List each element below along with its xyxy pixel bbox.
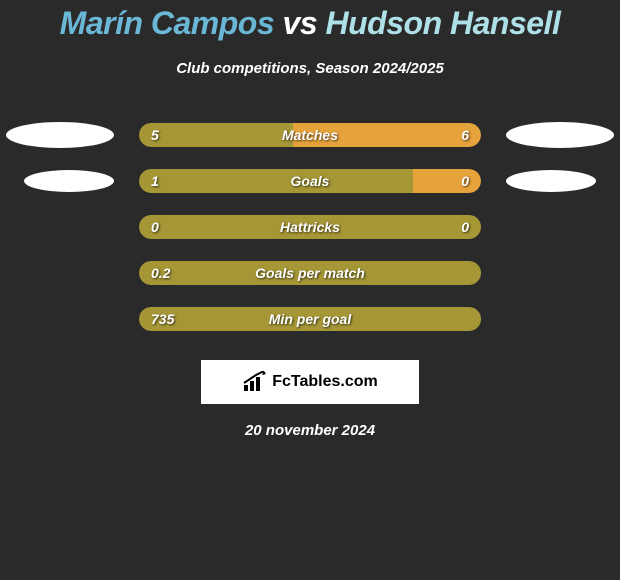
team-badge-right — [506, 122, 614, 148]
brand-logo-text: FcTables.com — [272, 373, 378, 391]
stat-label: Hattricks — [280, 219, 340, 235]
page-title: Marín Campos vs Hudson Hansell — [0, 5, 620, 42]
stat-row: 0.2 Goals per match — [0, 250, 620, 296]
stats-bars: 5 6 Matches 1 0 Goals 0 0 Hattricks 0.2 Goals per … — [0, 112, 620, 342]
brand-logo: FcTables.com — [242, 371, 378, 393]
stat-value-left: 1 — [151, 173, 159, 189]
title-vs: vs — [283, 5, 318, 41]
stat-bar-track: 5 6 Matches — [139, 123, 481, 147]
stat-bar-left — [139, 123, 293, 147]
stat-row: 5 6 Matches — [0, 112, 620, 158]
stat-value-left: 0.2 — [151, 265, 170, 281]
team-badge-right — [506, 170, 596, 192]
stat-value-right: 0 — [461, 219, 469, 235]
stat-bar-right — [413, 169, 481, 193]
stat-label: Matches — [282, 127, 338, 143]
team-badge-left — [6, 122, 114, 148]
stat-label: Goals — [291, 173, 330, 189]
brand-logo-box[interactable]: FcTables.com — [201, 360, 419, 404]
stat-row: 0 0 Hattricks — [0, 204, 620, 250]
stat-bar-track: 735 Min per goal — [139, 307, 481, 331]
stat-label: Goals per match — [255, 265, 365, 281]
stat-value-left: 0 — [151, 219, 159, 235]
subtitle: Club competitions, Season 2024/2025 — [0, 60, 620, 77]
stat-bar-track: 0 0 Hattricks — [139, 215, 481, 239]
stat-row: 735 Min per goal — [0, 296, 620, 342]
chart-icon — [242, 371, 268, 393]
stat-row: 1 0 Goals — [0, 158, 620, 204]
stat-value-left: 5 — [151, 127, 159, 143]
stat-label: Min per goal — [269, 311, 351, 327]
stat-bar-left — [139, 169, 413, 193]
title-player2: Hudson Hansell — [326, 5, 561, 41]
comparison-widget: Marín Campos vs Hudson Hansell Club comp… — [0, 0, 620, 439]
title-player1: Marín Campos — [60, 5, 274, 41]
date-text: 20 november 2024 — [0, 422, 620, 439]
stat-value-right: 6 — [461, 127, 469, 143]
stat-value-right: 0 — [461, 173, 469, 189]
stat-bar-track: 0.2 Goals per match — [139, 261, 481, 285]
stat-bar-track: 1 0 Goals — [139, 169, 481, 193]
team-badge-left — [24, 170, 114, 192]
stat-value-left: 735 — [151, 311, 174, 327]
